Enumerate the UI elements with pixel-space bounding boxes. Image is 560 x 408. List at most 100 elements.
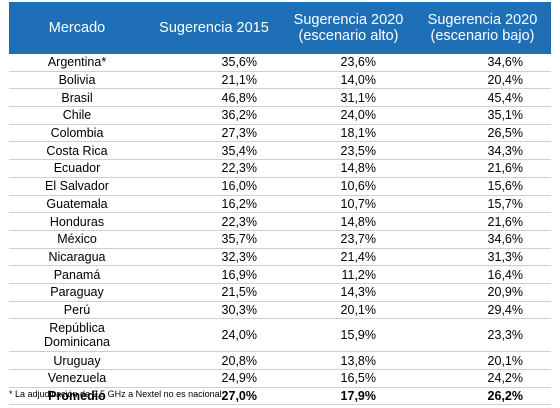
- spectrum-suggestion-table: Mercado Sugerencia 2015 Sugerencia 2020 …: [9, 2, 551, 406]
- table-header: Mercado Sugerencia 2015 Sugerencia 2020 …: [9, 2, 551, 54]
- value-2020-low: 34,6%: [414, 230, 551, 249]
- total-2015: 27,0%: [145, 387, 283, 406]
- total-2020-low: 26,2%: [414, 387, 551, 406]
- value-2015: 24,0%: [145, 318, 283, 353]
- value-2020-high: 14,0%: [283, 71, 414, 90]
- total-label: Promedio: [9, 387, 145, 406]
- value-2015: 22,3%: [145, 159, 283, 178]
- market-name-line2: Dominicana: [43, 335, 110, 350]
- value-2020-high: 21,4%: [283, 248, 414, 267]
- header-2020-high: Sugerencia 2020 (escenario alto): [283, 2, 414, 54]
- value-2020-high: 24,0%: [283, 106, 414, 125]
- table-row: Panamá 16,9% 11,2% 16,4%: [9, 265, 551, 284]
- value-2020-low: 20,9%: [414, 283, 551, 302]
- value-2015: 21,5%: [145, 283, 283, 302]
- value-2015: 22,3%: [145, 212, 283, 231]
- value-2015: 24,9%: [145, 369, 283, 388]
- header-row: Mercado Sugerencia 2015 Sugerencia 2020 …: [9, 2, 551, 54]
- market-name: Ecuador: [9, 159, 145, 178]
- value-2020-low: 31,3%: [414, 248, 551, 267]
- table-row: Paraguay 21,5% 14,3% 20,9%: [9, 283, 551, 302]
- value-2020-high: 23,7%: [283, 230, 414, 249]
- value-2015: 32,3%: [145, 248, 283, 267]
- value-2020-high: 14,3%: [283, 283, 414, 302]
- value-2020-high: 16,5%: [283, 369, 414, 388]
- table-body: Argentina* 35,6% 23,6% 34,6% Bolivia 21,…: [9, 54, 551, 406]
- market-name: Bolivia: [9, 71, 145, 90]
- value-2020-high: 11,2%: [283, 265, 414, 284]
- table-row: México 35,7% 23,7% 34,6%: [9, 230, 551, 249]
- table-row: Bolivia 21,1% 14,0% 20,4%: [9, 71, 551, 90]
- value-2015: 36,2%: [145, 106, 283, 125]
- value-2020-low: 21,6%: [414, 212, 551, 231]
- market-name: Paraguay: [9, 283, 145, 302]
- value-2015: 16,2%: [145, 195, 283, 214]
- value-2020-high: 15,9%: [283, 318, 414, 353]
- value-2015: 16,0%: [145, 177, 283, 196]
- table-row: Costa Rica 35,4% 23,5% 34,3%: [9, 141, 551, 161]
- value-2020-low: 23,3%: [414, 318, 551, 353]
- value-2020-high: 14,8%: [283, 159, 414, 178]
- value-2020-high: 23,5%: [283, 141, 414, 161]
- value-2020-low: 24,2%: [414, 369, 551, 388]
- market-name-line1: República: [49, 321, 105, 336]
- value-2015: 20,8%: [145, 351, 283, 370]
- table-row: Brasil 46,8% 31,1% 45,4%: [9, 88, 551, 108]
- total-2020-high: 17,9%: [283, 387, 414, 406]
- market-name: Brasil: [9, 88, 145, 108]
- value-2015: 27,3%: [145, 124, 283, 143]
- value-2020-high: 20,1%: [283, 301, 414, 320]
- table-row: Chile 36,2% 24,0% 35,1%: [9, 106, 551, 125]
- market-name: Argentina*: [9, 54, 145, 72]
- market-name: México: [9, 230, 145, 249]
- header-2020-high-line2: (escenario alto): [298, 28, 399, 44]
- table-row: Honduras 22,3% 14,8% 21,6%: [9, 212, 551, 231]
- value-2020-low: 15,7%: [414, 195, 551, 214]
- header-2020-low-line2: (escenario bajo): [430, 28, 535, 44]
- value-2015: 35,4%: [145, 141, 283, 161]
- value-2020-low: 16,4%: [414, 265, 551, 284]
- value-2020-low: 20,1%: [414, 351, 551, 370]
- value-2020-high: 14,8%: [283, 212, 414, 231]
- market-name: República Dominicana: [9, 318, 145, 353]
- value-2015: 16,9%: [145, 265, 283, 284]
- total-row: Promedio 27,0% 17,9% 26,2%: [9, 387, 551, 406]
- market-name: Nicaragua: [9, 248, 145, 267]
- footnote: * La adjudicación de 2,5 GHz a Nextel no…: [9, 389, 222, 399]
- value-2015: 30,3%: [145, 301, 283, 320]
- table-row: Guatemala 16,2% 10,7% 15,7%: [9, 195, 551, 214]
- market-name: Panamá: [9, 265, 145, 284]
- header-2020-high-line1: Sugerencia 2020: [293, 12, 404, 28]
- table-row: Ecuador 22,3% 14,8% 21,6%: [9, 159, 551, 178]
- table-row: Perú 30,3% 20,1% 29,4%: [9, 301, 551, 320]
- value-2015: 21,1%: [145, 71, 283, 90]
- value-2020-low: 15,6%: [414, 177, 551, 196]
- value-2015: 35,7%: [145, 230, 283, 249]
- value-2020-high: 10,7%: [283, 195, 414, 214]
- table-row: Nicaragua 32,3% 21,4% 31,3%: [9, 248, 551, 267]
- value-2020-low: 45,4%: [414, 88, 551, 108]
- market-name: Uruguay: [9, 351, 145, 370]
- market-name: Venezuela: [9, 369, 145, 388]
- data-table-container: Mercado Sugerencia 2015 Sugerencia 2020 …: [9, 2, 551, 406]
- market-name: Chile: [9, 106, 145, 125]
- market-name: El Salvador: [9, 177, 145, 196]
- table-row: Argentina* 35,6% 23,6% 34,6%: [9, 54, 551, 72]
- table-row: Uruguay 20,8% 13,8% 20,1%: [9, 351, 551, 370]
- header-2020-low-line1: Sugerencia 2020: [427, 12, 538, 28]
- market-name: Perú: [9, 301, 145, 320]
- value-2015: 46,8%: [145, 88, 283, 108]
- market-name: Colombia: [9, 124, 145, 143]
- value-2020-high: 10,6%: [283, 177, 414, 196]
- value-2020-low: 20,4%: [414, 71, 551, 90]
- value-2020-high: 31,1%: [283, 88, 414, 108]
- value-2020-low: 21,6%: [414, 159, 551, 178]
- value-2020-high: 13,8%: [283, 351, 414, 370]
- value-2020-high: 23,6%: [283, 54, 414, 72]
- value-2020-low: 26,5%: [414, 124, 551, 143]
- value-2020-high: 18,1%: [283, 124, 414, 143]
- header-2015: Sugerencia 2015: [145, 2, 283, 54]
- table-row: El Salvador 16,0% 10,6% 15,6%: [9, 177, 551, 196]
- value-2020-low: 34,6%: [414, 54, 551, 72]
- value-2020-low: 35,1%: [414, 106, 551, 125]
